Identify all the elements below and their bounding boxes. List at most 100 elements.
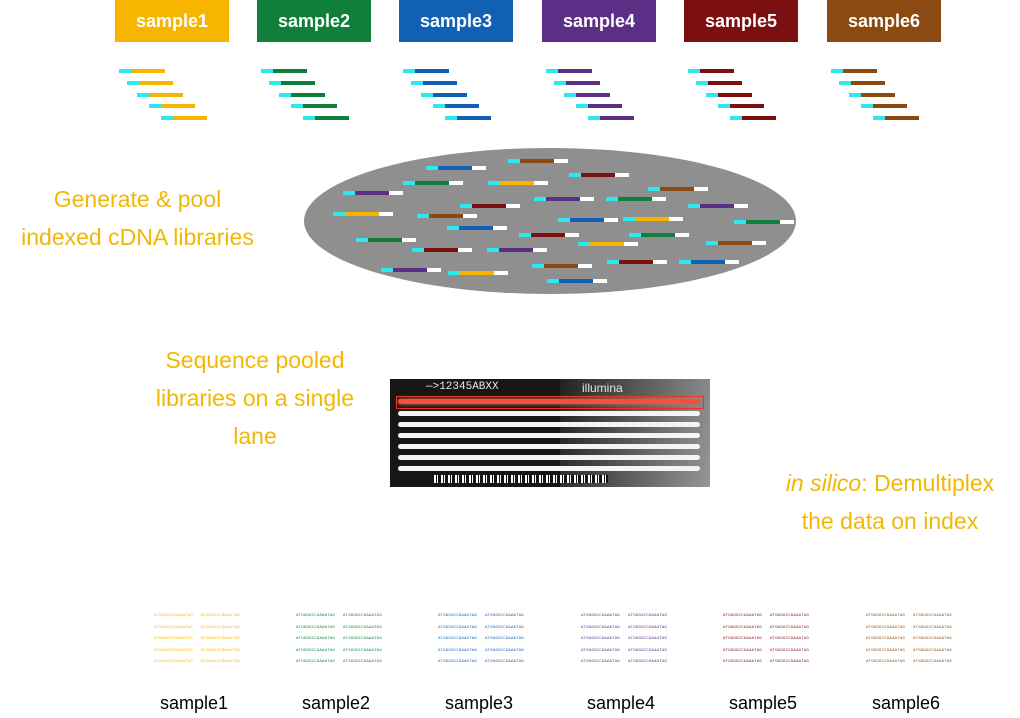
sequence-caption-line1: Sequence pooled bbox=[165, 347, 345, 373]
read-sequence: ATGGGGCCGAAATAG bbox=[154, 660, 194, 664]
index-segment bbox=[706, 93, 718, 97]
index-segment bbox=[161, 116, 173, 120]
pooled-adapter-segment bbox=[780, 220, 794, 224]
insert-segment bbox=[457, 116, 491, 120]
read-sequence: ATGGGGCCGAAATAG bbox=[628, 637, 668, 641]
pooled-adapter-segment bbox=[506, 204, 520, 208]
insert-segment bbox=[730, 104, 764, 108]
read-sequence: ATGGGGCCGAAATAG bbox=[913, 649, 953, 653]
insert-segment bbox=[433, 93, 467, 97]
pooled-adapter-segment bbox=[565, 233, 579, 237]
pooled-index-segment bbox=[629, 233, 641, 237]
demultiplex-caption: in silico: Demultiplex the data on index bbox=[760, 464, 1020, 540]
highlighted-lane-box bbox=[396, 396, 704, 409]
pooled-insert-segment bbox=[619, 260, 653, 264]
pooled-insert-segment bbox=[500, 181, 534, 185]
insert-segment bbox=[315, 116, 349, 120]
read-sequence: ATGGGGCCGAAATAG bbox=[438, 637, 478, 641]
pooled-insert-segment bbox=[393, 268, 427, 272]
pooled-adapter-segment bbox=[494, 271, 508, 275]
pooled-insert-segment bbox=[691, 260, 725, 264]
insert-segment bbox=[173, 116, 207, 120]
read-sequence: ATGGGGCCGAAATAG bbox=[201, 614, 241, 618]
pooled-index-segment bbox=[448, 271, 460, 275]
pooled-adapter-segment bbox=[653, 260, 667, 264]
pooled-index-segment bbox=[679, 260, 691, 264]
sample1-tab: sample1 bbox=[115, 0, 229, 42]
insert-segment bbox=[700, 69, 734, 73]
insert-segment bbox=[843, 69, 877, 73]
sample2-tab: sample2 bbox=[257, 0, 371, 42]
read-sequence: ATGGGGCCGAAATAG bbox=[628, 660, 668, 664]
index-segment bbox=[831, 69, 843, 73]
pooled-insert-segment bbox=[746, 220, 780, 224]
read-sequence: ATGGGGCCGAAATAG bbox=[201, 660, 241, 664]
flowcell-lane-4 bbox=[398, 433, 700, 438]
pooled-index-segment bbox=[607, 260, 619, 264]
read-sequence: ATGGGGCCGAAATAG bbox=[866, 614, 906, 618]
index-segment bbox=[421, 93, 433, 97]
pooled-adapter-segment bbox=[533, 248, 547, 252]
index-segment bbox=[279, 93, 291, 97]
insert-segment bbox=[566, 81, 600, 85]
pool-caption-line2: indexed cDNA libraries bbox=[21, 224, 254, 250]
pool-caption: Generate & pool indexed cDNA libraries bbox=[0, 180, 275, 256]
pooled-adapter-segment bbox=[379, 212, 393, 216]
sequence-caption-line3: lane bbox=[233, 423, 277, 449]
pooled-index-segment bbox=[734, 220, 746, 224]
index-segment bbox=[839, 81, 851, 85]
pooled-index-segment bbox=[343, 191, 355, 195]
index-segment bbox=[403, 69, 415, 73]
index-segment bbox=[546, 69, 558, 73]
pooled-index-segment bbox=[487, 248, 499, 252]
read-sequence: ATGGGGCCGAAATAG bbox=[770, 660, 810, 664]
read-sequence: ATGGGGCCGAAATAG bbox=[723, 660, 763, 664]
pooled-adapter-segment bbox=[578, 264, 592, 268]
pooled-index-segment bbox=[519, 233, 531, 237]
read-sequence: ATGGGGCCGAAATAG bbox=[296, 626, 336, 630]
read-sequence: ATGGGGCCGAAATAG bbox=[723, 614, 763, 618]
read-sequence: ATGGGGCCGAAATAG bbox=[485, 660, 525, 664]
pooled-insert-segment bbox=[660, 187, 694, 191]
read-sequence: ATGGGGCCGAAATAG bbox=[485, 637, 525, 641]
flowcell-lane-6 bbox=[398, 455, 700, 460]
pooled-adapter-segment bbox=[449, 181, 463, 185]
insert-segment bbox=[885, 116, 919, 120]
index-segment bbox=[576, 104, 588, 108]
sequence-caption: Sequence pooled libraries on a single la… bbox=[130, 341, 380, 455]
insert-segment bbox=[291, 93, 325, 97]
pooled-insert-segment bbox=[355, 191, 389, 195]
pooled-index-segment bbox=[460, 204, 472, 208]
bottom-label-sample5: sample5 bbox=[728, 693, 798, 713]
read-sequence: ATGGGGCCGAAATAG bbox=[438, 614, 478, 618]
sample6-tab: sample6 bbox=[827, 0, 941, 42]
index-segment bbox=[849, 93, 861, 97]
pooled-adapter-segment bbox=[402, 238, 416, 242]
insert-segment bbox=[861, 93, 895, 97]
pooled-adapter-segment bbox=[493, 226, 507, 230]
pooled-adapter-segment bbox=[472, 166, 486, 170]
insert-segment bbox=[600, 116, 634, 120]
pooled-insert-segment bbox=[472, 204, 506, 208]
read-sequence: ATGGGGCCGAAATAG bbox=[581, 660, 621, 664]
pooled-insert-segment bbox=[460, 271, 494, 275]
read-sequence: ATGGGGCCGAAATAG bbox=[913, 637, 953, 641]
index-segment bbox=[269, 81, 281, 85]
bottom-label-sample1: sample1 bbox=[159, 693, 229, 713]
flowcell-lane-1 bbox=[398, 399, 700, 404]
read-sequence: ATGGGGCCGAAATAG bbox=[201, 649, 241, 653]
read-sequence: ATGGGGCCGAAATAG bbox=[723, 637, 763, 641]
pooled-index-segment bbox=[578, 242, 590, 246]
read-sequence: ATGGGGCCGAAATAG bbox=[485, 649, 525, 653]
read-sequence: ATGGGGCCGAAATAG bbox=[770, 614, 810, 618]
index-segment bbox=[445, 116, 457, 120]
pooled-adapter-segment bbox=[624, 242, 638, 246]
demultiplex-rest: : Demultiplex bbox=[861, 470, 995, 496]
bottom-label-sample2: sample2 bbox=[301, 693, 371, 713]
pooled-index-segment bbox=[381, 268, 393, 272]
insert-segment bbox=[558, 69, 592, 73]
demultiplex-caption-line2: the data on index bbox=[801, 508, 979, 534]
read-sequence: ATGGGGCCGAAATAG bbox=[866, 660, 906, 664]
read-sequence: ATGGGGCCGAAATAG bbox=[154, 626, 194, 630]
index-segment bbox=[303, 116, 315, 120]
